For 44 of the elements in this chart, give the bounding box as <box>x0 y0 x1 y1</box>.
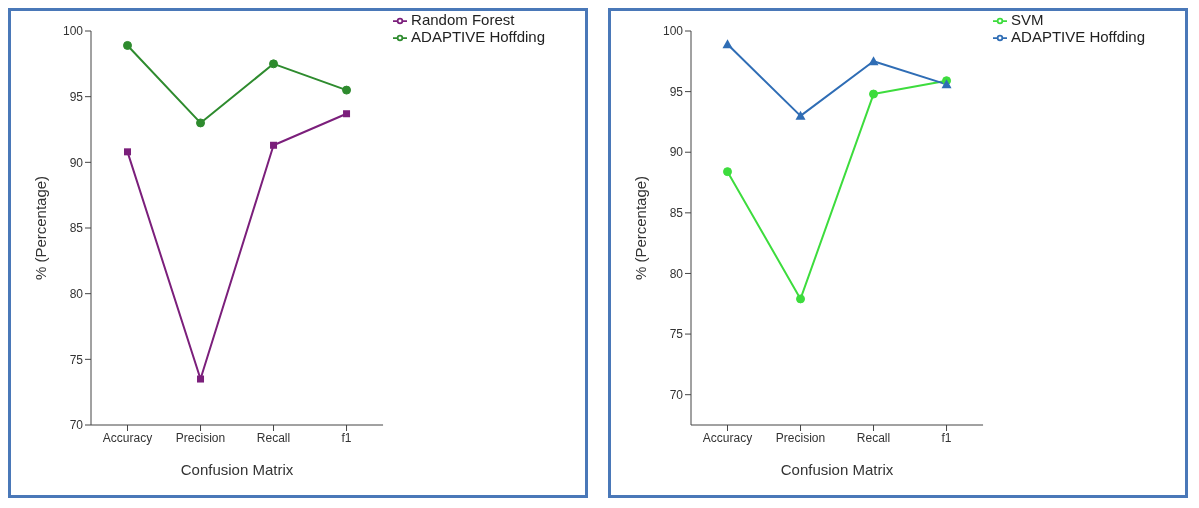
point <box>123 40 133 50</box>
x-tick-label: Recall <box>256 430 291 445</box>
point <box>722 39 733 49</box>
point <box>124 148 132 156</box>
point <box>723 167 733 177</box>
x-axis-title: Confusion Matrix <box>780 461 894 478</box>
legend-label: Random Forest <box>411 11 515 28</box>
x-tick-label: Precision <box>175 430 226 445</box>
legend-label: ADAPTIVE Hoffding <box>411 28 545 46</box>
x-tick-label: Accuracy <box>702 430 753 445</box>
y-tick-label: 85 <box>669 206 684 221</box>
y-tick-label: 95 <box>669 84 684 99</box>
x-tick-label: Recall <box>856 430 891 445</box>
y-tick-label: 75 <box>69 352 84 367</box>
y-tick-label: 90 <box>669 145 684 160</box>
point <box>868 56 879 66</box>
y-tick-label: 95 <box>69 89 84 104</box>
point <box>796 294 806 304</box>
point <box>869 89 879 99</box>
y-tick-label: 100 <box>662 24 684 39</box>
y-axis-title: % (Percentage) <box>632 175 650 281</box>
point <box>197 375 205 383</box>
legend-label: ADAPTIVE Hoffding <box>1011 28 1145 46</box>
x-tick-label: f1 <box>941 430 952 445</box>
y-tick-label: 100 <box>62 24 84 39</box>
y-tick-label: 80 <box>669 266 684 281</box>
y-tick-label: 90 <box>69 155 84 170</box>
x-tick-label: Precision <box>775 430 826 445</box>
y-tick-label: 75 <box>669 327 684 342</box>
legend-label: SVM <box>1011 11 1044 28</box>
point <box>269 59 279 69</box>
x-tick-label: Accuracy <box>102 430 153 445</box>
y-tick-label: 80 <box>69 286 84 301</box>
y-tick-label: 70 <box>69 418 84 433</box>
point <box>795 110 806 120</box>
point <box>196 118 206 128</box>
point <box>343 110 351 118</box>
y-axis-title: % (Percentage) <box>32 175 50 281</box>
y-tick-label: 70 <box>669 387 684 402</box>
point <box>270 141 278 149</box>
x-tick-label: f1 <box>341 430 352 445</box>
y-tick-label: 85 <box>69 221 84 236</box>
x-axis-title: Confusion Matrix <box>180 461 294 478</box>
point <box>342 85 352 95</box>
